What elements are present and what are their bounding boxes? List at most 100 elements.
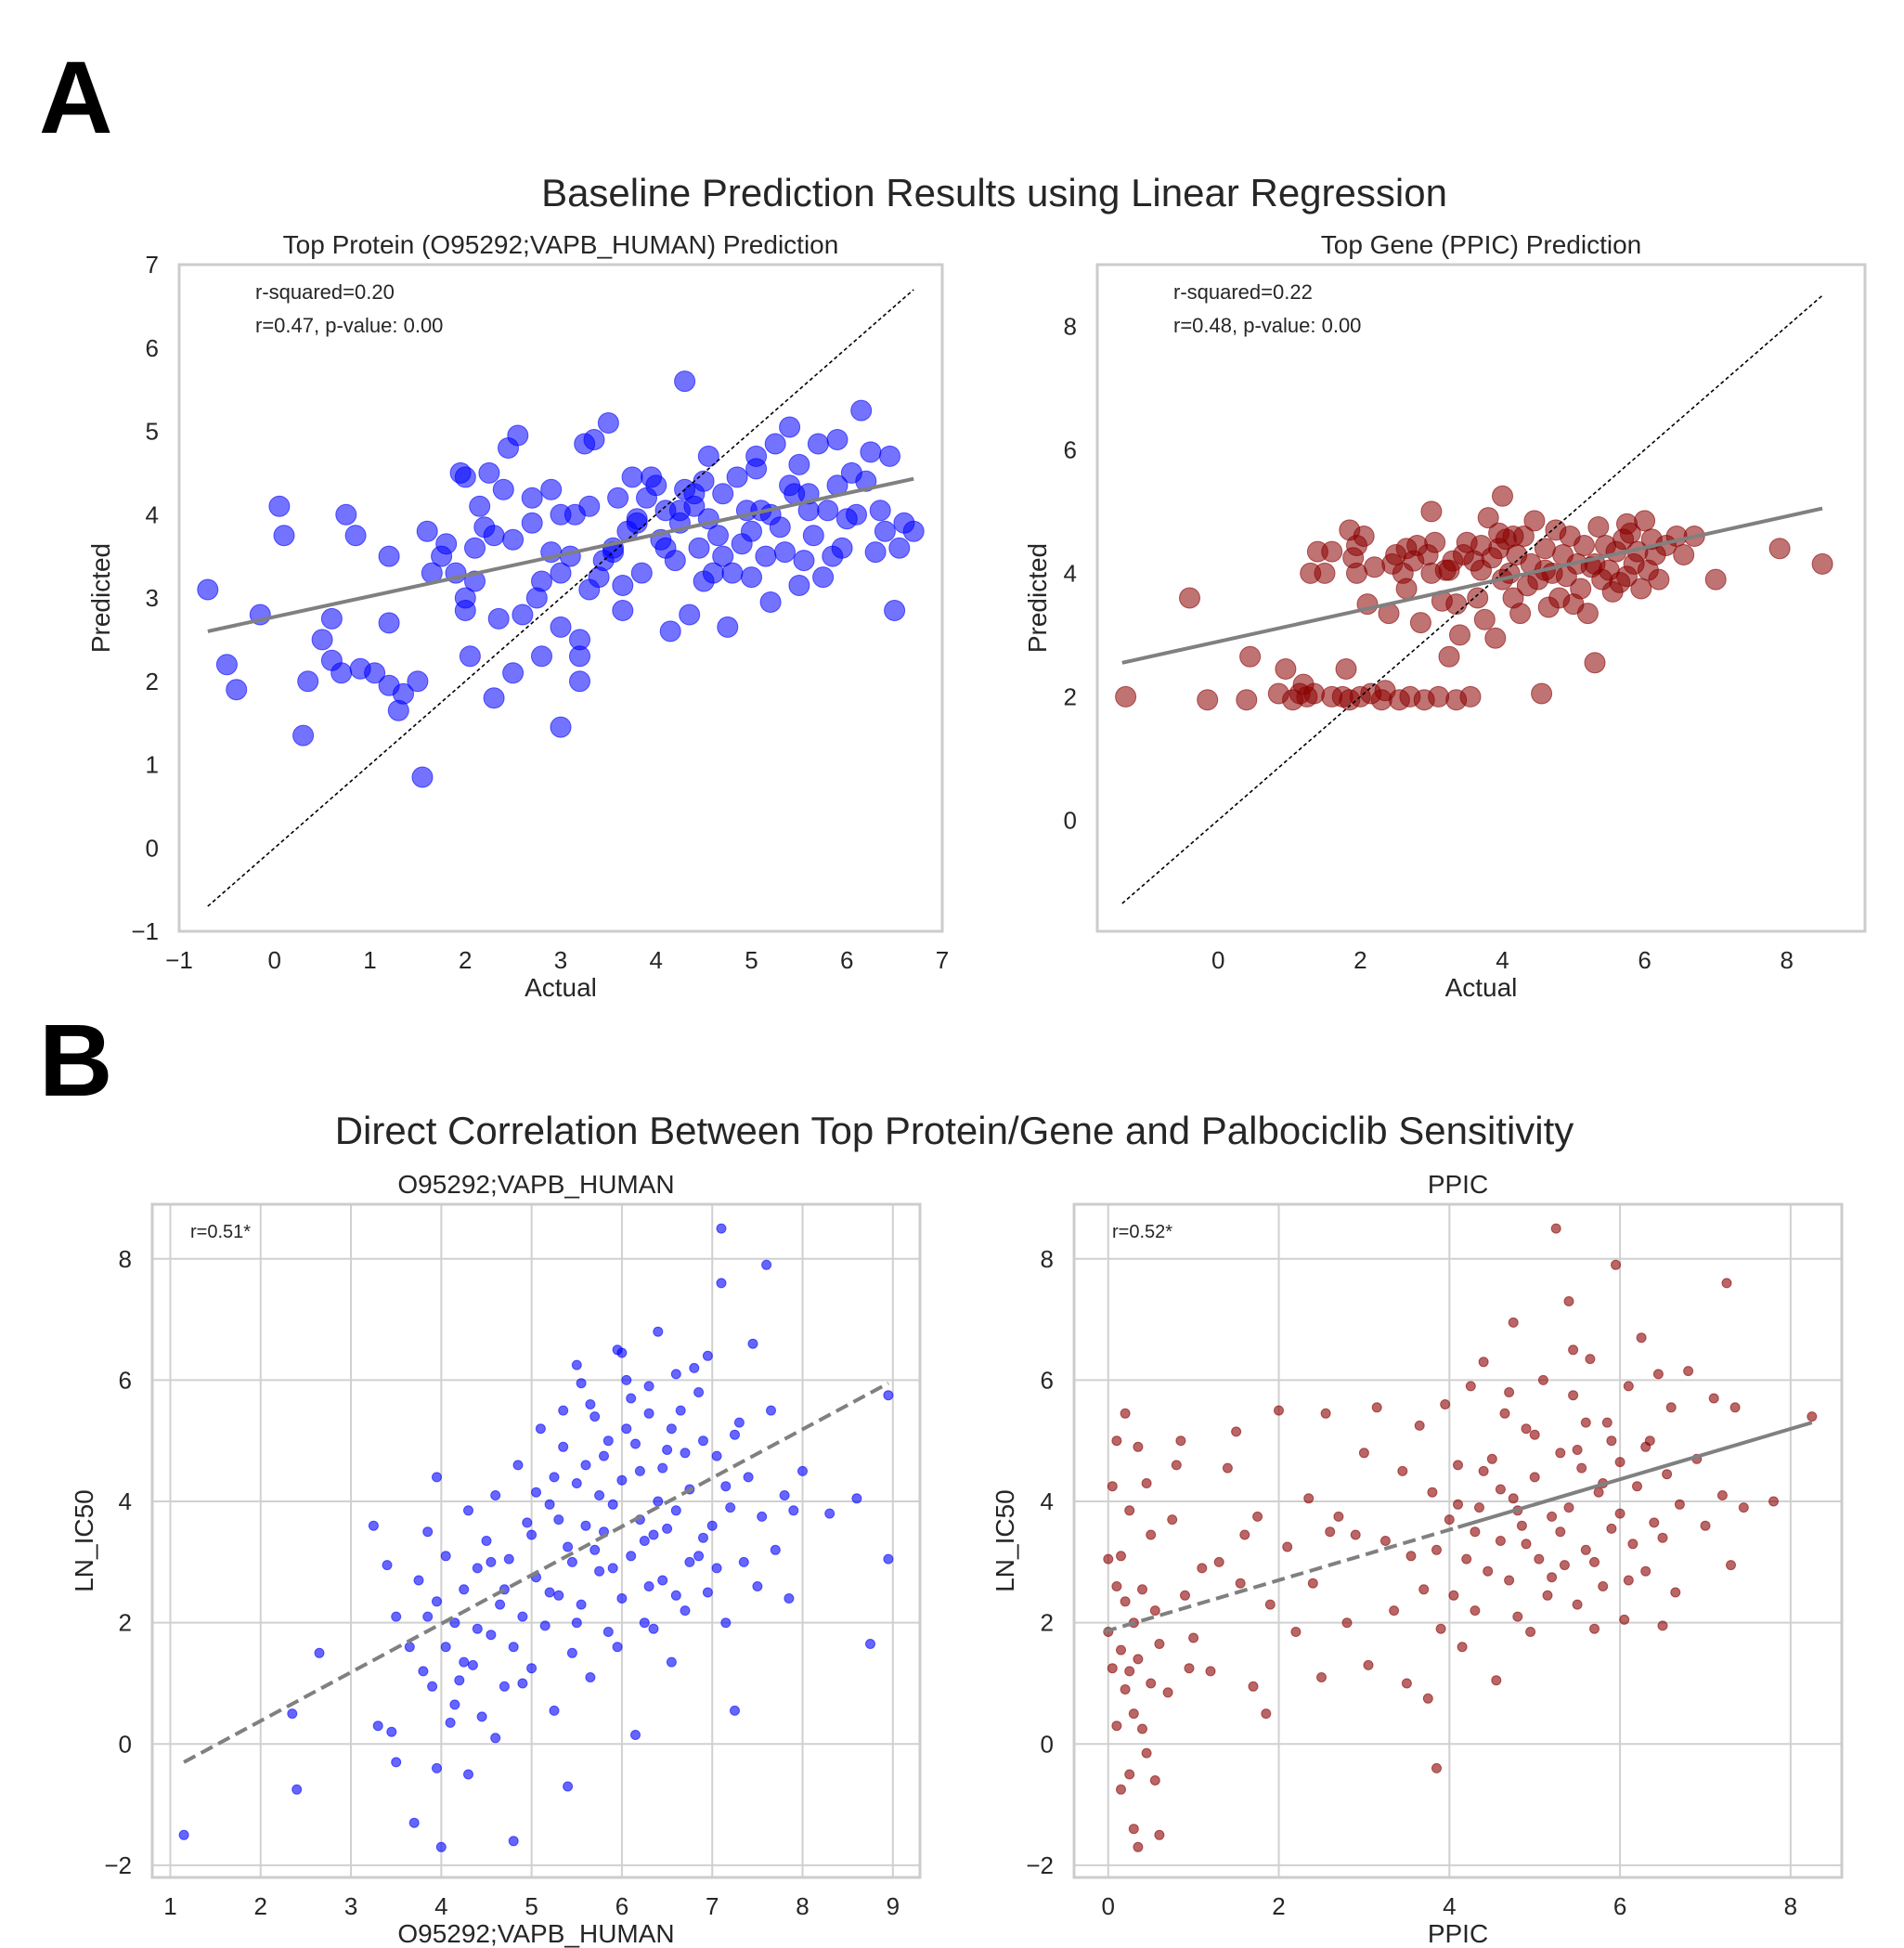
data-point (1453, 1460, 1463, 1471)
data-point (788, 575, 810, 596)
data-point (730, 1705, 740, 1716)
data-point (344, 525, 367, 547)
data-point (1585, 1354, 1596, 1365)
data-point (747, 1338, 758, 1349)
data-point (1704, 568, 1727, 591)
data-point (730, 1429, 740, 1440)
y-axis-label: Predicted (86, 543, 115, 653)
y-tick-label: 5 (146, 418, 159, 446)
data-point (1473, 608, 1496, 630)
data-point (449, 1617, 460, 1629)
data-point (1350, 1529, 1361, 1540)
data-point (1529, 1429, 1540, 1440)
data-point (770, 1544, 781, 1555)
data-point (1137, 1584, 1147, 1595)
data-point (1491, 1675, 1502, 1686)
y-tick-label: 8 (1064, 312, 1077, 340)
data-point (550, 716, 572, 738)
data-point (1389, 1605, 1400, 1617)
data-point (539, 1620, 550, 1631)
data-point (630, 1730, 641, 1740)
data-point (874, 520, 896, 542)
data-point (654, 537, 677, 559)
data-point (680, 1448, 691, 1459)
data-point (755, 545, 777, 567)
data-point (1346, 535, 1367, 556)
data-point (463, 1769, 473, 1780)
data-point (407, 670, 429, 693)
y-tick-label: 6 (146, 334, 159, 362)
data-point (330, 662, 353, 684)
data-point (865, 1639, 875, 1649)
y-axis-label: Predicted (1023, 543, 1052, 653)
x-tick-label: 6 (840, 946, 853, 974)
data-point (693, 1551, 705, 1562)
data-point (883, 1553, 894, 1565)
panel-label-b: B (39, 1004, 112, 1118)
data-point (320, 607, 343, 630)
chart-gene-correlation: 0 2 4 6 8 −2 0 2 4 6 8 PPIC PPIC LN_IC50 r=0.52* (991, 1170, 1844, 1948)
data-point (1729, 1402, 1741, 1413)
x-tick-label: 2 (1272, 1892, 1285, 1920)
data-point (1504, 1387, 1515, 1397)
data-point (1738, 1502, 1749, 1513)
data-point (1504, 1575, 1515, 1586)
data-point (432, 1596, 442, 1607)
data-point (459, 1656, 470, 1668)
section-title-a: Baseline Prediction Results using Linear… (541, 171, 1447, 214)
data-point (1673, 544, 1695, 565)
data-point (197, 578, 219, 601)
data-point (1470, 1605, 1481, 1617)
data-point (1563, 1296, 1574, 1306)
data-point (1111, 1721, 1122, 1732)
stat-annotation: r=0.51* (190, 1222, 251, 1242)
data-point (1453, 1499, 1463, 1510)
data-point (1103, 1553, 1114, 1565)
data-point (784, 1593, 795, 1604)
plot-frame (150, 1202, 922, 1879)
regression-line (207, 476, 914, 633)
data-point (1627, 1539, 1638, 1550)
data-point (372, 1721, 383, 1732)
data-point (884, 600, 906, 621)
data-point (697, 445, 719, 467)
data-point (683, 495, 706, 517)
data-point (481, 1536, 492, 1546)
data-point (1146, 1529, 1157, 1540)
data-point (1568, 1344, 1579, 1356)
data-point (578, 495, 601, 517)
data-point (869, 500, 891, 522)
data-point (1149, 1605, 1160, 1617)
data-point (1213, 1556, 1224, 1567)
x-axis-label: PPIC (1428, 1919, 1488, 1948)
y-tick-label: −2 (1026, 1851, 1054, 1879)
data-point (292, 724, 315, 747)
y-tick-label: 2 (1064, 682, 1077, 710)
data-point (712, 483, 734, 505)
data-point (1492, 485, 1513, 507)
data-point (594, 1565, 605, 1577)
data-point (607, 1499, 618, 1510)
data-point (476, 1711, 487, 1722)
data-point (612, 575, 634, 596)
data-point (653, 1326, 664, 1337)
data-point (1128, 1708, 1139, 1720)
data-point (1175, 1435, 1186, 1447)
data-point (486, 1556, 497, 1567)
data-point (1640, 1565, 1651, 1577)
data-point (817, 500, 839, 522)
data-point (1619, 1614, 1630, 1625)
data-point (1171, 1460, 1182, 1471)
data-point (571, 1359, 582, 1370)
chart-protein-correlation: 1 2 3 4 5 6 7 8 9 −2 0 2 4 6 8 O95292;VAPB_HUMAN O95292;… (70, 1170, 922, 1948)
data-point (578, 578, 601, 601)
data-point (1205, 1666, 1216, 1677)
x-tick-label: 5 (525, 1892, 538, 1920)
data-point (745, 458, 768, 480)
data-point (1495, 1536, 1506, 1546)
data-point (757, 1511, 768, 1522)
data-point (1146, 1678, 1157, 1689)
x-tick-label: 1 (163, 1892, 176, 1920)
data-point (826, 429, 848, 450)
data-point (459, 645, 481, 668)
